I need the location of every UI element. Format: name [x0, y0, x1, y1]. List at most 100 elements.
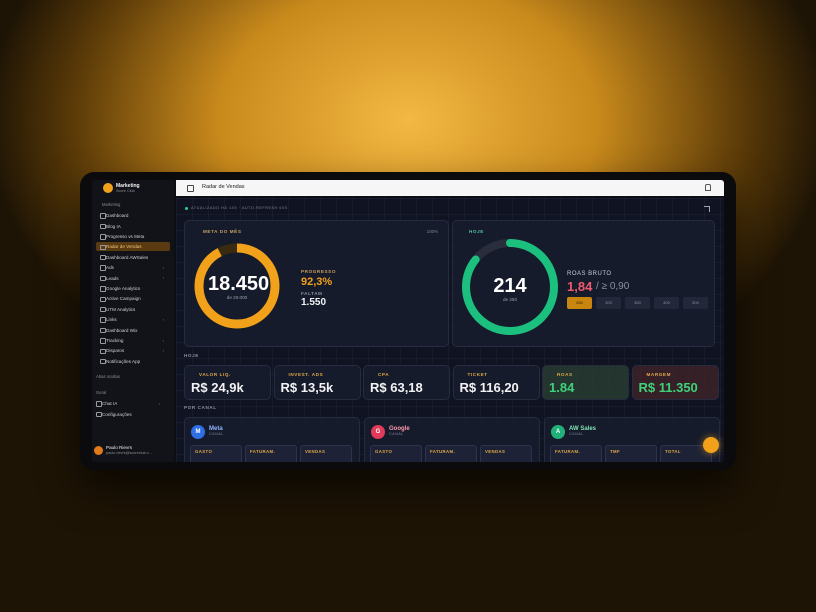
nav-item[interactable]: Dashboard AWSales — [96, 253, 170, 262]
channel-card: M Meta CANAL GASTO FATURAM. VENDAS — [184, 417, 360, 462]
nav-label: Leads — [106, 275, 119, 281]
roas-minimum: / ≥ 0,90 — [596, 281, 630, 292]
nav-label: Dashboard Wix — [106, 327, 138, 333]
main-content: ATUALIZADO HÁ 14S · AUTO-REFRESH 60S MET… — [176, 198, 724, 462]
today-value: 214 — [493, 275, 527, 297]
nav-icon — [100, 265, 106, 271]
kpi-label: ROAS — [557, 372, 573, 377]
today-goal-card: HOJE 214 de 250 ROAS BRUTO 1,84 / ≥ 0,90… — [452, 220, 715, 347]
metric-label: FATURAM. — [250, 449, 276, 454]
hidden-tabs[interactable]: Abas ocultas — [96, 374, 120, 379]
nav-item[interactable]: Google Analytics — [96, 284, 170, 293]
nav-item[interactable]: UTM Analytics — [96, 305, 170, 314]
kpi-value: 1.84 — [549, 380, 575, 395]
nav-label: Progresso vs Meta — [106, 233, 145, 239]
nav-icon — [100, 223, 106, 230]
chevron: › — [162, 275, 164, 281]
nav-item[interactable]: Ads › — [96, 263, 170, 272]
nav-icon — [100, 275, 106, 282]
nav-item[interactable]: Progresso vs Meta — [96, 232, 170, 241]
nav-item[interactable]: Disparos › — [96, 346, 170, 355]
expand-button[interactable] — [704, 206, 710, 212]
kpi-card: ROAS 1.84 — [542, 365, 629, 400]
brand-name: Marketing — [116, 183, 140, 189]
kpi-label: MARGEM — [646, 372, 672, 377]
target-button[interactable]: 350 — [625, 297, 650, 309]
nav-icon — [100, 317, 106, 323]
nav-icon — [100, 358, 106, 365]
nav-label: Blog IA — [106, 223, 121, 229]
channel-card: A AW Sales CANAL FATURAM. TMF TOTAL — [544, 417, 720, 462]
channel-name: Google — [389, 426, 410, 432]
channel-avatar: A — [551, 425, 565, 439]
nav-icon — [100, 244, 106, 251]
nav-item[interactable]: Configurações — [92, 409, 166, 418]
user-name: Paulo Rievrs — [106, 445, 133, 450]
target-button[interactable]: 400 — [654, 297, 679, 309]
kpi-label: VALOR LIQ. — [199, 372, 231, 377]
nav-icon — [96, 411, 102, 418]
month-value: 18.450 — [208, 273, 270, 295]
bell-icon[interactable] — [705, 184, 711, 191]
screen: Marketing Score Club Marketing Dashboard… — [92, 180, 724, 462]
top-bar: Radar de Vendas — [176, 180, 724, 196]
nav-icon — [100, 338, 106, 344]
metric-label: GASTO — [375, 449, 393, 454]
kpi-card: CPA R$ 63,18 — [363, 365, 450, 400]
nav-item[interactable]: Active Campaign — [96, 294, 170, 303]
nav-icon — [100, 234, 106, 240]
section-label: HOJE — [184, 353, 199, 358]
metric-label: VENDAS — [305, 449, 326, 454]
nav-icon — [100, 327, 106, 334]
nav-item[interactable]: Radar de Vendas — [96, 242, 170, 252]
remaining-label: FALTAM — [301, 291, 323, 296]
nav-item[interactable]: Links › — [96, 315, 170, 324]
nav-label: Links — [106, 317, 117, 323]
channel-avatar: M — [191, 425, 205, 439]
ring-progress — [194, 243, 280, 329]
nav-item[interactable]: Leads › — [96, 273, 170, 282]
target-buttons: 250 300 350 400 500 — [567, 297, 712, 309]
nav-icon — [96, 401, 102, 407]
card-title: META DO MÊS — [203, 229, 242, 234]
remaining-value: 1.550 — [301, 297, 327, 308]
target-button[interactable]: 300 — [596, 297, 621, 309]
nav-icon — [100, 306, 106, 313]
nav-item[interactable]: Chat IA › — [92, 399, 166, 408]
kpi-label: INVEST. ADS — [288, 372, 324, 377]
nav-label: Dashboard — [106, 213, 129, 219]
user-avatar[interactable] — [94, 446, 103, 455]
metric-label: GASTO — [195, 449, 213, 454]
chevron: › — [162, 348, 164, 354]
section-label: Geral — [96, 390, 107, 395]
metric-label: TOTAL — [665, 449, 681, 454]
nav-item[interactable]: Notificações App — [96, 357, 170, 366]
sidebar-toggle[interactable] — [187, 185, 194, 192]
today-target: de 250 — [502, 297, 518, 302]
nav-item[interactable]: Blog IA — [96, 221, 170, 230]
month-goal-card: META DO MÊS 100% 18.450 de 20.000 PROGRE… — [184, 220, 449, 347]
nav-label: Radar de Vendas — [106, 244, 142, 250]
metric-card: FATURAM. — [425, 445, 477, 462]
nav-icon — [100, 348, 106, 355]
metric-card: GASTO — [370, 445, 422, 462]
target-button[interactable]: 500 — [683, 297, 708, 309]
month-target: de 20.000 — [226, 295, 248, 300]
nav-label: Configurações — [102, 411, 132, 417]
nav-label: Notificações App — [106, 358, 141, 364]
nav-label: Chat IA — [102, 401, 118, 407]
target-button[interactable]: 250 — [567, 297, 592, 309]
nav-item[interactable]: Dashboard Wix — [96, 325, 170, 334]
channel-name: AW Sales — [569, 426, 597, 432]
fab-button[interactable] — [703, 437, 719, 453]
nav-item[interactable]: Tracking › — [96, 336, 170, 345]
chevron: › — [162, 265, 164, 270]
roas-label: ROAS BRUTO — [567, 271, 612, 277]
kpi-card: TICKET R$ 116,20 — [452, 365, 540, 400]
channel-sub: CANAL — [569, 432, 584, 436]
channel-sub: CANAL — [389, 432, 404, 436]
metric-card: TMF — [605, 445, 657, 462]
nav-item[interactable]: Dashboard — [96, 211, 170, 220]
status-dot — [185, 207, 188, 210]
